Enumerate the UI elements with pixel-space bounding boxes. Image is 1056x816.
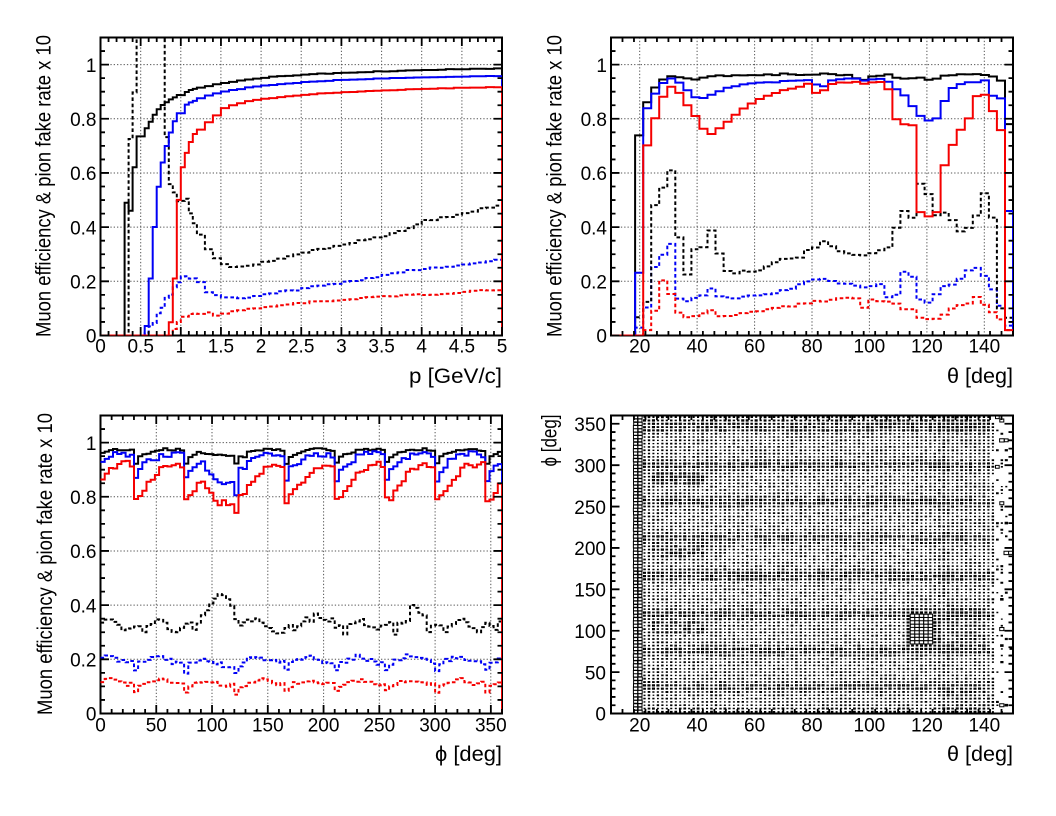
- svg-text:300: 300: [574, 456, 606, 477]
- svg-text:100: 100: [196, 716, 228, 737]
- svg-text:100: 100: [854, 337, 886, 358]
- svg-text:50: 50: [146, 716, 167, 737]
- svg-text:0: 0: [86, 705, 97, 726]
- svg-text:100: 100: [854, 716, 886, 737]
- svg-text:200: 200: [574, 539, 606, 560]
- svg-text:0: 0: [595, 705, 606, 726]
- svg-text:θ [deg]: θ [deg]: [947, 743, 1013, 766]
- svg-text:350: 350: [574, 415, 606, 436]
- svg-text:1: 1: [596, 56, 607, 77]
- svg-text:0: 0: [95, 337, 106, 358]
- svg-text:140: 140: [968, 337, 1000, 358]
- svg-text:80: 80: [801, 716, 822, 737]
- svg-text:ϕ [deg]: ϕ [deg]: [435, 743, 502, 766]
- svg-text:Muon efficiency & pion fake ra: Muon efficiency & pion fake rate x 10: [544, 35, 567, 337]
- svg-text:0.6: 0.6: [70, 542, 96, 563]
- svg-text:3: 3: [336, 337, 347, 358]
- svg-text:80: 80: [801, 337, 822, 358]
- svg-text:Muon efficiency & pion fake ra: Muon efficiency & pion fake rate x 10: [34, 413, 57, 715]
- svg-text:60: 60: [744, 716, 765, 737]
- svg-text:150: 150: [574, 581, 606, 602]
- svg-text:0.2: 0.2: [581, 273, 607, 294]
- svg-text:0.8: 0.8: [581, 110, 607, 131]
- svg-text:0.4: 0.4: [70, 596, 97, 617]
- svg-text:Muon efficiency & pion fake ra: Muon efficiency & pion fake rate x 10: [33, 35, 56, 337]
- svg-text:60: 60: [744, 337, 765, 358]
- svg-text:5: 5: [497, 337, 508, 358]
- svg-text:0.6: 0.6: [70, 164, 96, 185]
- svg-text:1: 1: [86, 56, 97, 77]
- svg-text:140: 140: [968, 716, 1000, 737]
- svg-text:250: 250: [574, 498, 606, 519]
- svg-text:1: 1: [176, 337, 187, 358]
- svg-text:4: 4: [416, 337, 427, 358]
- svg-text:100: 100: [574, 622, 606, 643]
- svg-text:2.5: 2.5: [288, 337, 314, 358]
- svg-text:0.2: 0.2: [70, 651, 96, 672]
- svg-text:350: 350: [475, 716, 507, 737]
- svg-text:120: 120: [911, 716, 943, 737]
- svg-text:250: 250: [363, 716, 395, 737]
- svg-text:200: 200: [308, 716, 340, 737]
- svg-text:20: 20: [629, 337, 650, 358]
- svg-text:20: 20: [629, 716, 650, 737]
- svg-text:0: 0: [596, 327, 607, 348]
- svg-text:4.5: 4.5: [449, 337, 475, 358]
- svg-text:p [GeV/c]: p [GeV/c]: [409, 365, 502, 388]
- svg-text:0.2: 0.2: [70, 273, 96, 294]
- svg-text:120: 120: [911, 337, 943, 358]
- svg-text:40: 40: [687, 716, 708, 737]
- svg-text:ϕ [deg]: ϕ [deg]: [539, 415, 562, 467]
- svg-text:3.5: 3.5: [368, 337, 394, 358]
- svg-text:0.8: 0.8: [70, 110, 96, 131]
- svg-text:2: 2: [256, 337, 267, 358]
- svg-text:0: 0: [86, 327, 97, 348]
- svg-text:1.5: 1.5: [208, 337, 234, 358]
- svg-text:150: 150: [252, 716, 284, 737]
- svg-text:0.5: 0.5: [127, 337, 153, 358]
- svg-text:40: 40: [687, 337, 708, 358]
- svg-text:1: 1: [86, 434, 97, 455]
- svg-text:300: 300: [419, 716, 451, 737]
- svg-text:0.8: 0.8: [70, 488, 96, 509]
- svg-text:0.6: 0.6: [581, 164, 607, 185]
- svg-text:0: 0: [95, 716, 106, 737]
- svg-text:θ [deg]: θ [deg]: [947, 365, 1013, 388]
- svg-text:0.4: 0.4: [581, 218, 608, 239]
- svg-text:0.4: 0.4: [70, 218, 97, 239]
- svg-text:50: 50: [585, 663, 606, 684]
